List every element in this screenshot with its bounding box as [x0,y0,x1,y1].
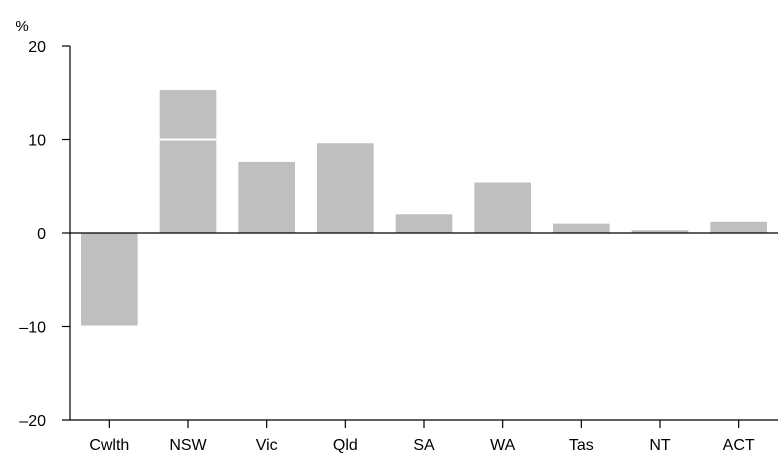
x-tick-label-nsw: NSW [169,437,207,454]
x-axis: Cwlth NSW Vic Qld SA WA Tas NT ACT [70,232,778,454]
x-tick-label-sa: SA [413,437,435,454]
y-tick-label: –10 [19,320,46,337]
bars-group [81,89,767,326]
y-tick-label: –20 [19,413,46,430]
bar-nsw [159,89,217,233]
bar-cwlth [81,233,138,326]
bar-qld [317,143,374,233]
bar-vic [238,161,295,233]
x-tick-label-qld: Qld [333,437,358,454]
x-tick-label-cwlth: Cwlth [89,437,129,454]
y-axis-unit-label: % [15,18,28,35]
x-tick-label-wa: WA [490,437,516,454]
x-tick-label-nt: NT [649,437,671,454]
y-tick-label: 20 [28,39,46,56]
bar-act [710,221,767,233]
bar-sa [395,214,453,233]
x-tick-label-act: ACT [723,437,755,454]
x-tick-label-tas: Tas [569,437,594,454]
y-axis: –20 –10 0 10 20 [19,39,71,430]
y-tick-label: 0 [37,226,46,243]
y-tick-label: 10 [28,133,46,150]
bar-nt [631,230,689,233]
x-tick-label-vic: Vic [256,437,278,454]
bar-wa [474,182,531,233]
bar-tas [553,223,610,233]
